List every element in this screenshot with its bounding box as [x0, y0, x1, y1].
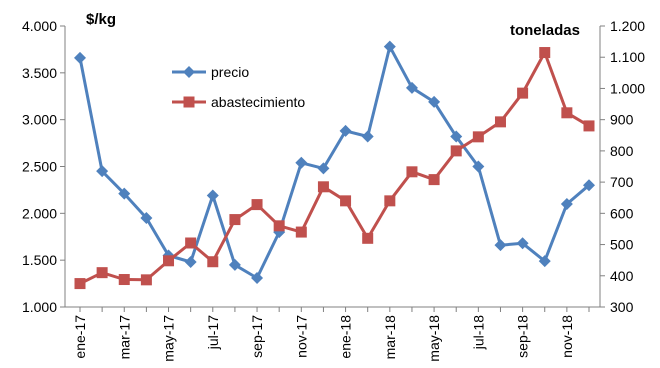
abastecimiento-point — [472, 131, 484, 143]
abastecimiento-point — [295, 226, 307, 238]
abastecimiento-point — [539, 47, 551, 59]
precio-point — [560, 197, 573, 210]
precio-point — [295, 156, 308, 169]
legend: precio abastecimiento — [172, 64, 305, 110]
precio-point — [339, 124, 352, 137]
left-axis-unit: $/kg — [86, 11, 116, 28]
right-tick-label: 500 — [610, 237, 634, 253]
abastecimiento-point — [251, 199, 263, 211]
precio-point — [516, 237, 529, 250]
x-tick-label: nov-17 — [293, 315, 309, 358]
abastecimiento-point — [118, 274, 130, 286]
precio-point — [405, 81, 418, 94]
precio-point — [317, 162, 330, 175]
right-tick-label: 700 — [610, 174, 634, 190]
precio-point — [184, 256, 197, 269]
left-tick-label: 1.500 — [22, 252, 57, 268]
abastecimiento-point — [140, 274, 152, 286]
x-tick-label: sep-17 — [249, 315, 265, 358]
precio-point — [428, 95, 441, 108]
x-tick-label: nov-18 — [559, 315, 575, 358]
abastecimiento-point — [163, 255, 175, 267]
precio-point — [140, 212, 153, 225]
left-tick-label: 1.000 — [22, 299, 57, 315]
x-tick-label: may-17 — [161, 315, 177, 362]
abastecimiento-point — [273, 220, 285, 232]
abastecimiento-point — [517, 87, 529, 99]
precio-point — [450, 130, 463, 143]
precio-point — [361, 130, 374, 143]
x-tick-label: ene-18 — [338, 315, 354, 359]
right-tick-label: 300 — [610, 299, 634, 315]
precio-point — [251, 271, 264, 284]
precio-point — [96, 165, 109, 178]
abastecimiento-point — [317, 181, 329, 193]
x-axis-ticks: ene-17 mar-17 may-17 jul-17 sep-17 nov-17 ene-… — [72, 307, 590, 362]
precio-point — [118, 187, 131, 200]
abastecimiento-point — [406, 166, 418, 178]
x-tick-label: mar-17 — [116, 315, 132, 360]
x-tick-label: may-18 — [426, 315, 442, 362]
left-tick-label: 3.000 — [22, 112, 57, 128]
precio-point — [383, 40, 396, 53]
precio-point — [472, 160, 485, 173]
abastecimiento-point — [428, 174, 440, 186]
right-tick-label: 400 — [610, 268, 634, 284]
right-axis-unit: toneladas — [510, 22, 580, 39]
x-tick-label: sep-18 — [515, 315, 531, 358]
right-tick-label: 1.100 — [610, 49, 645, 65]
abastecimiento-point — [74, 278, 86, 290]
abastecimiento-point — [362, 232, 374, 244]
precio-point — [583, 179, 595, 192]
precio-line — [78, 45, 590, 280]
precio-point — [538, 255, 551, 268]
axes — [64, 26, 601, 308]
left-tick-label: 3.500 — [22, 65, 57, 81]
right-tick-label: 800 — [610, 143, 634, 159]
precio-point — [228, 258, 241, 271]
right-tick-label: 1.200 — [610, 18, 645, 34]
x-tick-label: jul-17 — [205, 315, 221, 350]
precio-point — [494, 239, 507, 252]
abastecimiento-point — [185, 237, 197, 249]
abastecimiento-point — [96, 267, 108, 279]
series-group — [74, 40, 595, 290]
left-tick-label: 2.000 — [22, 205, 57, 221]
abastecimiento-point — [340, 195, 352, 207]
abastecimiento-point — [561, 107, 573, 119]
abastecimiento-point — [450, 145, 462, 157]
left-axis-ticks: 1.000 1.500 2.000 2.500 3.000 3.500 4.000 — [22, 18, 65, 315]
precio-point — [74, 51, 86, 64]
abastecimiento-line — [79, 51, 590, 285]
abastecimiento-point — [229, 214, 241, 226]
left-tick-label: 2.500 — [22, 159, 57, 175]
precio-legend-label: precio — [211, 64, 249, 80]
x-tick-label: jul-18 — [470, 315, 486, 350]
abastecimiento-point — [494, 116, 506, 128]
precio-legend-marker — [183, 66, 195, 78]
abastecimiento-point — [384, 195, 396, 207]
right-tick-label: 900 — [610, 112, 634, 128]
x-tick-label: ene-17 — [72, 315, 88, 359]
right-axis-ticks: 300 400 500 600 700 800 900 1.000 1.100 1.200 — [600, 18, 645, 315]
abastecimiento-point — [207, 256, 219, 268]
x-tick-label: mar-18 — [382, 315, 398, 360]
precio-point — [206, 189, 219, 202]
abastecimiento-point — [583, 120, 595, 132]
left-tick-label: 4.000 — [22, 18, 57, 34]
abastecimiento-legend-marker — [183, 96, 195, 108]
abastecimiento-legend-label: abastecimiento — [211, 94, 305, 110]
right-tick-label: 600 — [610, 205, 634, 221]
right-tick-label: 1.000 — [610, 80, 645, 96]
